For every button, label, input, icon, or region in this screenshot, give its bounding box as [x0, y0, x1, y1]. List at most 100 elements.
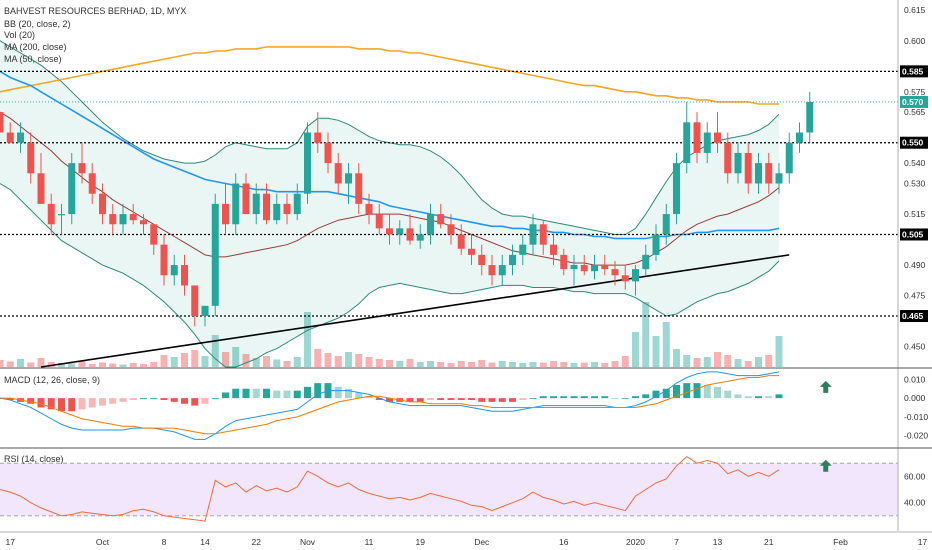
macd-histogram-bar[interactable] [170, 398, 178, 402]
volume-bar[interactable] [181, 353, 188, 367]
macd-histogram-bar[interactable] [375, 398, 383, 400]
candle[interactable] [222, 203, 229, 225]
macd-histogram-bar[interactable] [529, 398, 537, 399]
candle[interactable] [375, 214, 383, 229]
volume-bar[interactable] [642, 302, 650, 367]
volume-bar[interactable] [160, 355, 168, 367]
macd-histogram-bar[interactable] [150, 398, 158, 399]
macd-histogram-bar[interactable] [601, 396, 609, 399]
candle[interactable] [457, 234, 465, 249]
macd-histogram-bar[interactable] [765, 396, 773, 399]
macd-histogram-bar[interactable] [119, 398, 127, 402]
macd-histogram-bar[interactable] [181, 398, 188, 404]
candle[interactable] [498, 265, 506, 276]
volume-bar[interactable] [550, 361, 557, 367]
trendline[interactable] [40, 254, 790, 368]
volume-bar[interactable] [58, 363, 65, 367]
volume-bar[interactable] [119, 364, 127, 368]
macd-histogram-bar[interactable] [191, 398, 199, 406]
signal-line[interactable] [0, 375, 779, 435]
macd-histogram-bar[interactable] [519, 398, 527, 400]
macd-histogram-bar[interactable] [591, 396, 598, 399]
macd-pane[interactable] [0, 371, 783, 440]
candle[interactable] [170, 265, 178, 276]
macd-histogram-bar[interactable] [140, 398, 147, 399]
candle[interactable] [109, 214, 117, 225]
candle[interactable] [591, 265, 598, 272]
macd-histogram-bar[interactable] [632, 396, 639, 399]
candle[interactable] [47, 203, 55, 225]
macd-histogram-bar[interactable] [252, 388, 260, 399]
candle[interactable] [78, 163, 86, 174]
candle[interactable] [273, 203, 281, 221]
candle[interactable] [652, 234, 660, 255]
volume-bar[interactable] [744, 361, 752, 367]
macd-histogram-bar[interactable] [242, 388, 250, 399]
candle[interactable] [724, 142, 732, 174]
volume-bar[interactable] [570, 363, 578, 367]
volume-bar[interactable] [314, 349, 322, 367]
macd-histogram-bar[interactable] [109, 398, 117, 404]
macd-histogram-bar[interactable] [734, 394, 742, 399]
volume-bar[interactable] [345, 352, 352, 367]
volume-bar[interactable] [222, 352, 229, 367]
candle[interactable] [765, 163, 773, 184]
volume-bar[interactable] [591, 362, 598, 367]
macd-histogram-bar[interactable] [293, 390, 301, 399]
volume-bar[interactable] [47, 362, 55, 367]
volume-bar[interactable] [560, 362, 568, 367]
macd-histogram-bar[interactable] [160, 398, 168, 400]
candle[interactable] [68, 163, 76, 215]
candle[interactable] [796, 132, 803, 143]
candle[interactable] [693, 122, 701, 153]
volume-bar[interactable] [78, 361, 86, 367]
volume-bar[interactable] [140, 364, 147, 367]
candle[interactable] [242, 183, 250, 215]
volume-bar[interactable] [488, 362, 496, 368]
candle[interactable] [755, 163, 762, 184]
macd-histogram-bar[interactable] [283, 390, 291, 399]
candle[interactable] [293, 193, 301, 215]
macd-histogram-bar[interactable] [683, 383, 691, 399]
volume-bar[interactable] [509, 362, 516, 367]
candle[interactable] [673, 163, 680, 215]
volume-bar[interactable] [693, 358, 701, 367]
ma50-line[interactable] [0, 70, 780, 240]
volume-bar[interactable] [242, 354, 250, 367]
macd-histogram-bar[interactable] [693, 383, 701, 399]
volume-bar[interactable] [273, 359, 281, 368]
volume-bar[interactable] [703, 357, 711, 367]
candle[interactable] [27, 142, 35, 174]
volume-bar[interactable] [99, 362, 106, 368]
candle[interactable] [396, 228, 404, 235]
macd-histogram-bar[interactable] [498, 398, 506, 402]
macd-histogram-bar[interactable] [662, 388, 670, 399]
candle[interactable] [232, 183, 240, 225]
candle[interactable] [550, 244, 557, 255]
macd-histogram-bar[interactable] [78, 398, 86, 410]
macd-histogram-bar[interactable] [406, 398, 414, 402]
candle[interactable] [355, 173, 363, 204]
candle[interactable] [703, 132, 711, 153]
volume-bar[interactable] [457, 361, 465, 367]
candle[interactable] [632, 269, 639, 282]
volume-bar[interactable] [406, 359, 414, 367]
candle[interactable] [601, 265, 609, 270]
candle[interactable] [529, 224, 537, 245]
volume-bar[interactable] [755, 357, 762, 367]
macd-histogram-bar[interactable] [314, 383, 322, 399]
macd-up-arrow-icon[interactable] [819, 380, 832, 393]
volume-bar[interactable] [283, 361, 291, 367]
macd-histogram-bar[interactable] [334, 386, 342, 399]
volume-bar[interactable] [468, 362, 475, 367]
candle[interactable] [150, 224, 158, 245]
candle[interactable] [621, 275, 629, 282]
candle[interactable] [416, 234, 424, 241]
volume-bar[interactable] [529, 362, 537, 367]
volume-bar[interactable] [324, 353, 332, 367]
candle[interactable] [263, 193, 270, 221]
volume-bar[interactable] [714, 352, 721, 367]
candle[interactable] [478, 254, 486, 266]
volume-bar[interactable] [27, 362, 35, 368]
macd-histogram-bar[interactable] [427, 398, 434, 400]
